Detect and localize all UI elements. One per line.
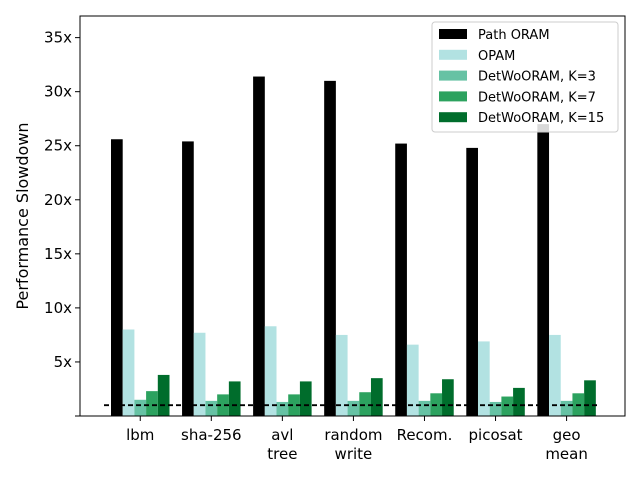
- x-tick-label: avl: [271, 426, 293, 444]
- y-tick-label: 25x: [44, 137, 72, 155]
- legend-label: Path ORAM: [478, 28, 550, 43]
- bar-4-cat-1: [146, 391, 158, 416]
- bar-5-cat-6: [513, 387, 525, 416]
- x-tick-label: write: [335, 445, 373, 463]
- legend: Path ORAM OPAM DetWoORAM, K=3 DetWoORAM, K=…: [431, 21, 619, 133]
- x-tick-label: lbm: [126, 426, 154, 444]
- bar-2-cat-4: [335, 334, 348, 416]
- bar-3-cat-5: [418, 400, 431, 416]
- bar-4-cat-6: [501, 396, 514, 416]
- legend-label: DetWoORAM, K=7: [478, 90, 596, 105]
- legend-swatch: [439, 91, 467, 102]
- bar-2-cat-2: [193, 332, 206, 416]
- legend-swatch: [439, 70, 467, 81]
- x-tick-label: picosat: [469, 426, 523, 444]
- legend-box: [431, 21, 619, 133]
- bar-4-cat-2: [217, 394, 229, 416]
- x-tick-label: Recom.: [397, 426, 453, 444]
- bar-5-cat-3: [299, 381, 312, 416]
- bar-3-cat-2: [205, 400, 218, 416]
- plot-frame: [79, 15, 626, 417]
- legend-label: DetWoORAM, K=3: [478, 70, 596, 85]
- bar-5-cat-2: [228, 381, 241, 416]
- legend-swatch: [439, 112, 467, 123]
- legend-swatch: [439, 49, 467, 60]
- bar-1-cat-1: [111, 139, 123, 417]
- bar-1-cat-6: [466, 147, 478, 416]
- bar-2-cat-3: [264, 326, 277, 416]
- y-tick-label: 15x: [44, 245, 72, 263]
- bar-5-cat-4: [370, 378, 383, 416]
- x-tick-label: random: [324, 426, 382, 444]
- y-tick-label: 30x: [44, 83, 72, 101]
- x-tick-label: tree: [267, 445, 297, 463]
- x-tick-label: mean: [545, 445, 588, 463]
- bar-5-cat-5: [442, 379, 454, 416]
- x-tick-label: geo: [553, 426, 581, 444]
- bar-1-cat-3: [253, 76, 265, 416]
- bar-4-cat-4: [359, 392, 371, 416]
- bar-3-cat-7: [560, 400, 573, 416]
- bar-3-cat-6: [489, 401, 502, 416]
- legend-label: OPAM: [478, 49, 515, 64]
- bar-2-cat-6: [477, 341, 490, 416]
- bar-1-cat-5: [395, 143, 407, 416]
- y-tick-label: 5x: [54, 353, 73, 371]
- y-axis-label: Performance Slowdown: [13, 122, 32, 309]
- bar-2-cat-7: [549, 334, 561, 416]
- bar-4-cat-3: [288, 394, 300, 416]
- bar-3-cat-4: [347, 400, 360, 416]
- y-tick-label: 35x: [44, 29, 72, 47]
- bar-1-cat-2: [182, 141, 194, 416]
- bar-3-cat-1: [134, 399, 147, 416]
- bar-1-cat-7: [537, 124, 550, 417]
- bar-2-cat-1: [122, 329, 135, 416]
- legend-swatch: [439, 29, 467, 39]
- y-tick-label: 20x: [44, 191, 72, 209]
- bar-5-cat-7: [584, 380, 596, 416]
- bar-5-cat-1: [157, 374, 170, 416]
- legend-label: DetWoORAM, K=15: [478, 111, 604, 126]
- bar-3-cat-3: [276, 401, 289, 416]
- x-tick-label: sha-256: [181, 426, 242, 444]
- y-tick-label: 10x: [44, 299, 72, 317]
- bar-1-cat-4: [324, 80, 336, 417]
- bar-2-cat-5: [406, 344, 419, 416]
